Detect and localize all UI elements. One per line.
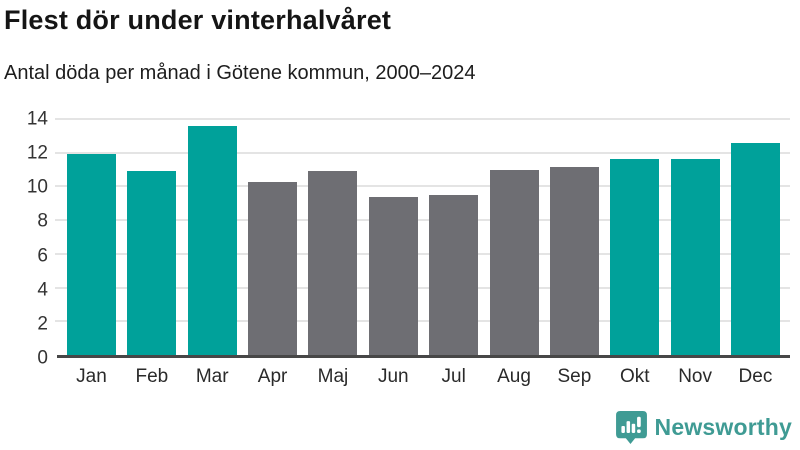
x-tick-label-apr: Apr xyxy=(257,366,288,387)
bar-sep xyxy=(549,167,599,355)
y-tick-label-12: 12 xyxy=(26,142,48,164)
x-tick-label-okt: Okt xyxy=(619,366,650,387)
bar-jul xyxy=(429,194,479,355)
x-tick-label-dec: Dec xyxy=(738,366,773,387)
chart-subtitle: Antal döda per månad i Götene kommun, 20… xyxy=(4,62,476,84)
x-tick-label-aug: Aug xyxy=(497,366,531,387)
x-axis-labels: Jan Feb Mar Apr Maj Jun Jul Aug Sep Okt Nov Dec xyxy=(57,366,790,388)
bar-nov xyxy=(670,159,720,355)
plot-wrap xyxy=(55,118,790,358)
x-tick-label-feb: Feb xyxy=(135,366,169,387)
x-tick-label-maj: Maj xyxy=(317,366,349,387)
bar-maj xyxy=(308,171,358,355)
gridline-14 xyxy=(55,118,790,120)
y-tick-label-14: 14 xyxy=(26,108,48,130)
x-tick-label-jun: Jun xyxy=(377,366,409,387)
newsworthy-chart-bubble-icon xyxy=(615,410,648,445)
x-tick-label-nov: Nov xyxy=(678,366,712,387)
bar-mar xyxy=(187,125,237,355)
gridline-8 xyxy=(55,219,790,222)
plot-area xyxy=(55,118,790,358)
bar-apr xyxy=(248,182,298,355)
y-tick-label-0: 0 xyxy=(37,347,48,369)
bars-row xyxy=(57,119,790,355)
bar-jun xyxy=(368,196,418,355)
bar-aug xyxy=(489,169,539,355)
y-tick-label-8: 8 xyxy=(37,210,48,232)
bar-jan xyxy=(67,154,116,355)
y-tick-label-2: 2 xyxy=(37,313,48,335)
bar-feb xyxy=(127,171,177,355)
newsworthy-logo[interactable]: Newsworthy xyxy=(615,410,792,445)
gridline-4 xyxy=(55,286,790,289)
y-axis-labels: 0 2 4 6 8 10 12 14 xyxy=(0,110,48,368)
bar-dec xyxy=(730,142,780,355)
x-tick-label-sep: Sep xyxy=(557,366,592,387)
newsworthy-logo-text: Newsworthy xyxy=(654,414,792,440)
y-tick-label-10: 10 xyxy=(26,176,48,198)
x-tick-label-jan: Jan xyxy=(76,366,107,387)
gridline-2 xyxy=(55,320,790,323)
page-title: Flest dör under vinterhalvåret xyxy=(4,5,392,35)
x-tick-label-mar: Mar xyxy=(195,366,229,387)
bar-okt xyxy=(610,158,660,355)
y-tick-label-4: 4 xyxy=(37,279,48,301)
gridline-12 xyxy=(55,151,790,154)
y-tick-label-6: 6 xyxy=(37,245,48,267)
gridline-10 xyxy=(55,185,790,188)
gridline-6 xyxy=(55,252,790,255)
x-tick-label-jul: Jul xyxy=(441,366,466,387)
